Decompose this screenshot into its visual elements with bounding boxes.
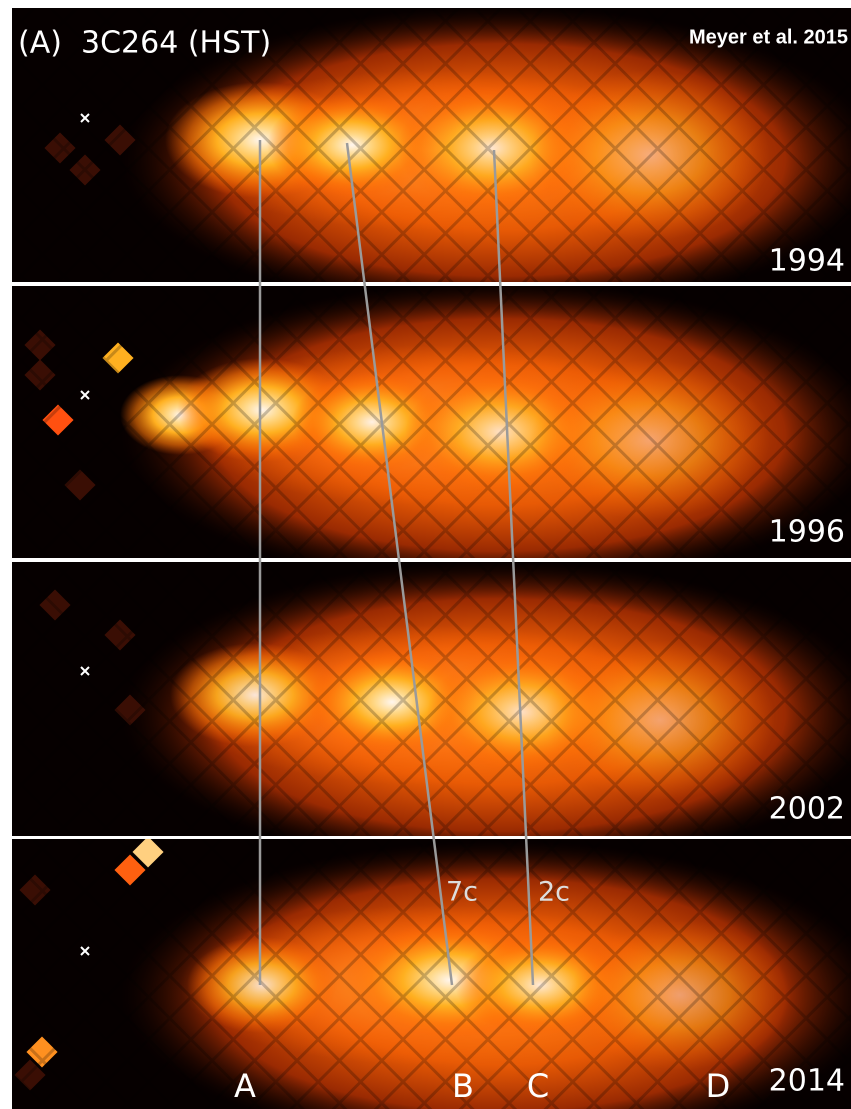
- figure: (A) 3C264 (HST) Meyer et al. 2015 1994 1…: [0, 0, 851, 1109]
- pixel-grid: [12, 562, 851, 836]
- pixel-grid: [12, 286, 851, 558]
- knot-label: B: [452, 1067, 474, 1105]
- knot-label: C: [527, 1067, 549, 1105]
- title: (A) 3C264 (HST): [18, 26, 271, 61]
- year-label: 2002: [769, 792, 845, 827]
- panels: [12, 5, 851, 1109]
- knot-label: A: [234, 1067, 256, 1105]
- speed-label: 7c: [446, 877, 478, 908]
- credit: Meyer et al. 2015: [689, 26, 848, 48]
- year-label: 1994: [769, 244, 845, 279]
- knot-label: D: [706, 1067, 731, 1105]
- speed-label: 2c: [538, 877, 570, 908]
- image-panel: [12, 280, 851, 590]
- year-label: 1996: [769, 515, 845, 550]
- year-label: 2014: [769, 1064, 845, 1099]
